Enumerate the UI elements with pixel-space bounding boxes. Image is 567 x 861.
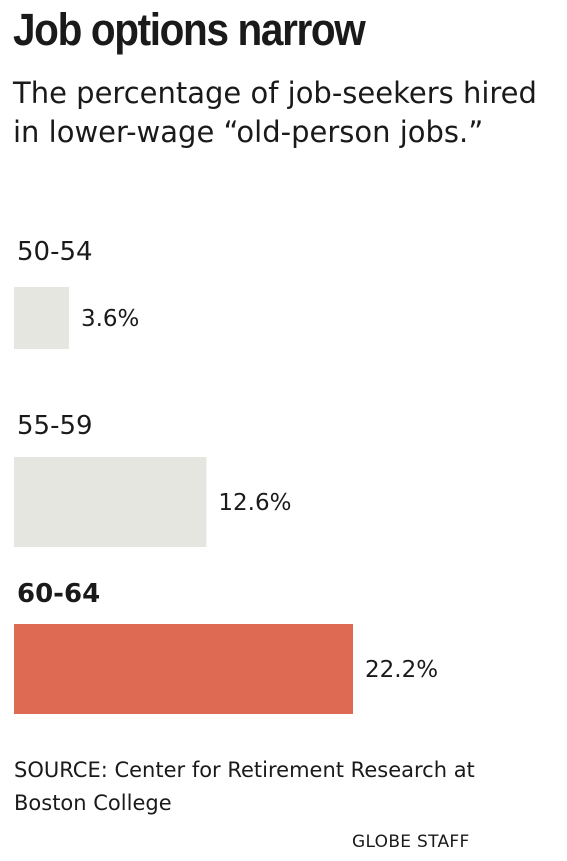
chart-title: Job options narrow	[13, 4, 366, 55]
category-label: 50-54	[17, 237, 93, 267]
category-label: 55-59	[17, 411, 93, 441]
value-label: 22.2%	[365, 657, 438, 683]
bar	[14, 287, 69, 349]
chart-subtitle: The percentage of job-seekers hired in l…	[13, 76, 537, 149]
category-label: 60-64	[17, 579, 100, 609]
value-label: 3.6%	[81, 306, 139, 332]
bar	[14, 624, 353, 714]
source-note: SOURCE: Center for Retirement Research a…	[14, 758, 475, 815]
value-label: 12.6%	[218, 490, 291, 516]
bar-chart: 50-54 3.6% 55-59 12.6% 60-64 22.2%	[14, 237, 438, 714]
credit-line: GLOBE STAFF	[352, 832, 470, 852]
bar	[14, 457, 207, 547]
